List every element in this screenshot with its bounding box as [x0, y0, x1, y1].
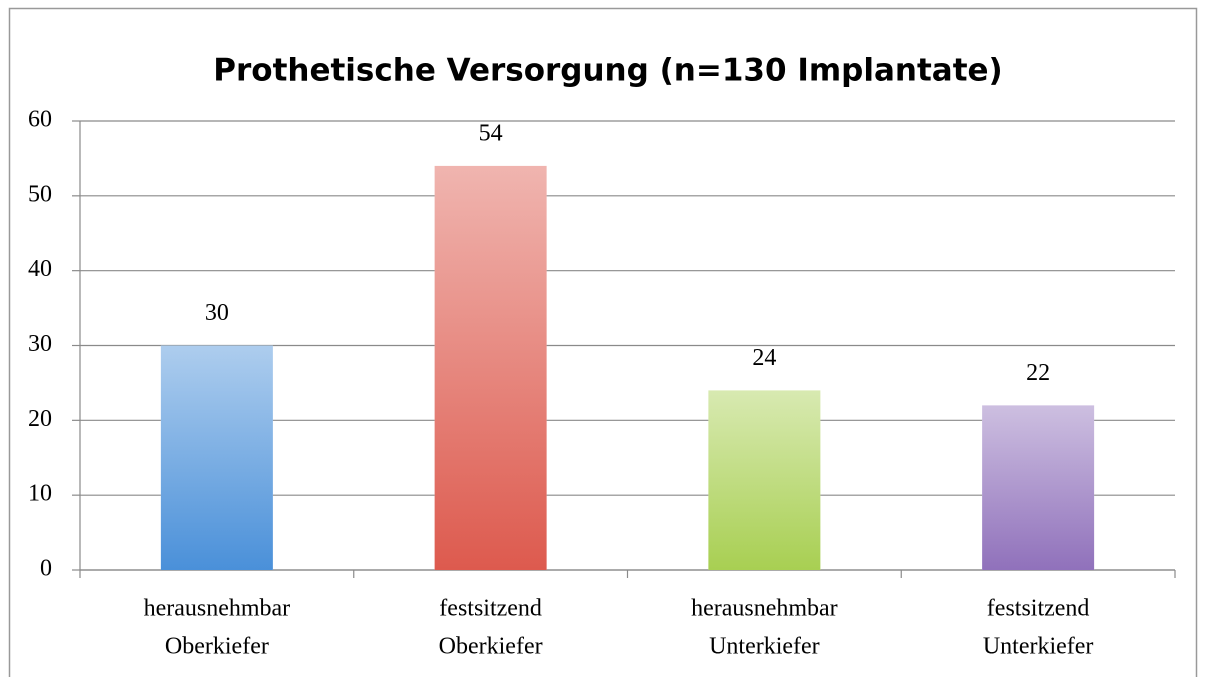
bar [982, 405, 1095, 570]
bar [708, 390, 821, 570]
x-tick-label: Unterkiefer [709, 634, 820, 660]
x-tick-label: Oberkiefer [439, 634, 543, 660]
value-label: 30 [205, 300, 229, 326]
y-tick-label: 20 [28, 406, 52, 432]
value-label: 22 [1026, 360, 1050, 386]
y-tick-label: 10 [28, 481, 52, 507]
value-label: 54 [479, 120, 503, 146]
x-tick-label: festsitzend [439, 596, 542, 622]
chart-frame [8, 7, 1198, 677]
bar [434, 165, 547, 570]
value-label: 24 [752, 345, 776, 371]
y-tick-label: 60 [28, 107, 52, 133]
x-tick-label: herausnehmbar [691, 596, 838, 622]
x-tick-label: Oberkiefer [165, 634, 269, 660]
y-tick-label: 0 [40, 556, 52, 582]
y-tick-label: 50 [28, 181, 52, 207]
y-tick-label: 40 [28, 256, 52, 282]
x-tick-label: Unterkiefer [983, 634, 1094, 660]
y-tick-label: 30 [28, 331, 52, 357]
x-tick-label: festsitzend [987, 596, 1090, 622]
bar [160, 345, 273, 570]
x-tick-label: herausnehmbar [144, 596, 291, 622]
chart-title: Prothetische Versorgung (n=130 Implantat… [213, 53, 1002, 89]
